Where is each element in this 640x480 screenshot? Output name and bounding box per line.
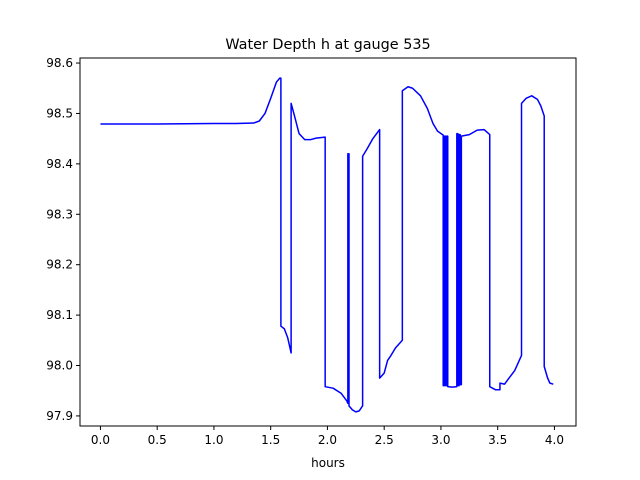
x-axis-label: hours [311, 456, 345, 470]
plot-area [100, 77, 554, 413]
y-tick-label: 98.1 [46, 308, 73, 322]
x-tick-label: 0.5 [148, 433, 167, 447]
y-axis: 97.9 98.0 98.1 98.2 98.3 98.4 98.5 98.6 [46, 56, 80, 423]
plot-frame [79, 57, 577, 427]
y-tick-label: 97.9 [46, 409, 73, 423]
y-tick-label: 98.3 [46, 207, 73, 221]
x-tick-label: 3.0 [431, 433, 450, 447]
y-tick-label: 98.6 [46, 56, 73, 70]
y-tick-label: 98.2 [46, 258, 73, 272]
x-tick-label: 2.5 [375, 433, 394, 447]
x-tick-label: 1.5 [261, 433, 280, 447]
chart-title: Water Depth h at gauge 535 [225, 37, 430, 53]
y-tick-label: 98.5 [46, 106, 73, 120]
y-tick-label: 98.4 [46, 157, 73, 171]
y-tick-label: 98.0 [46, 359, 73, 373]
x-axis: 0.0 0.5 1.0 1.5 2.0 2.5 3.0 3.5 4.0 [91, 426, 564, 447]
x-tick-label: 0.0 [91, 433, 110, 447]
x-tick-label: 3.5 [488, 433, 507, 447]
series-line-0 [100, 77, 554, 413]
x-tick-label: 1.0 [204, 433, 223, 447]
x-tick-label: 2.0 [318, 433, 337, 447]
x-tick-label: 4.0 [545, 433, 564, 447]
